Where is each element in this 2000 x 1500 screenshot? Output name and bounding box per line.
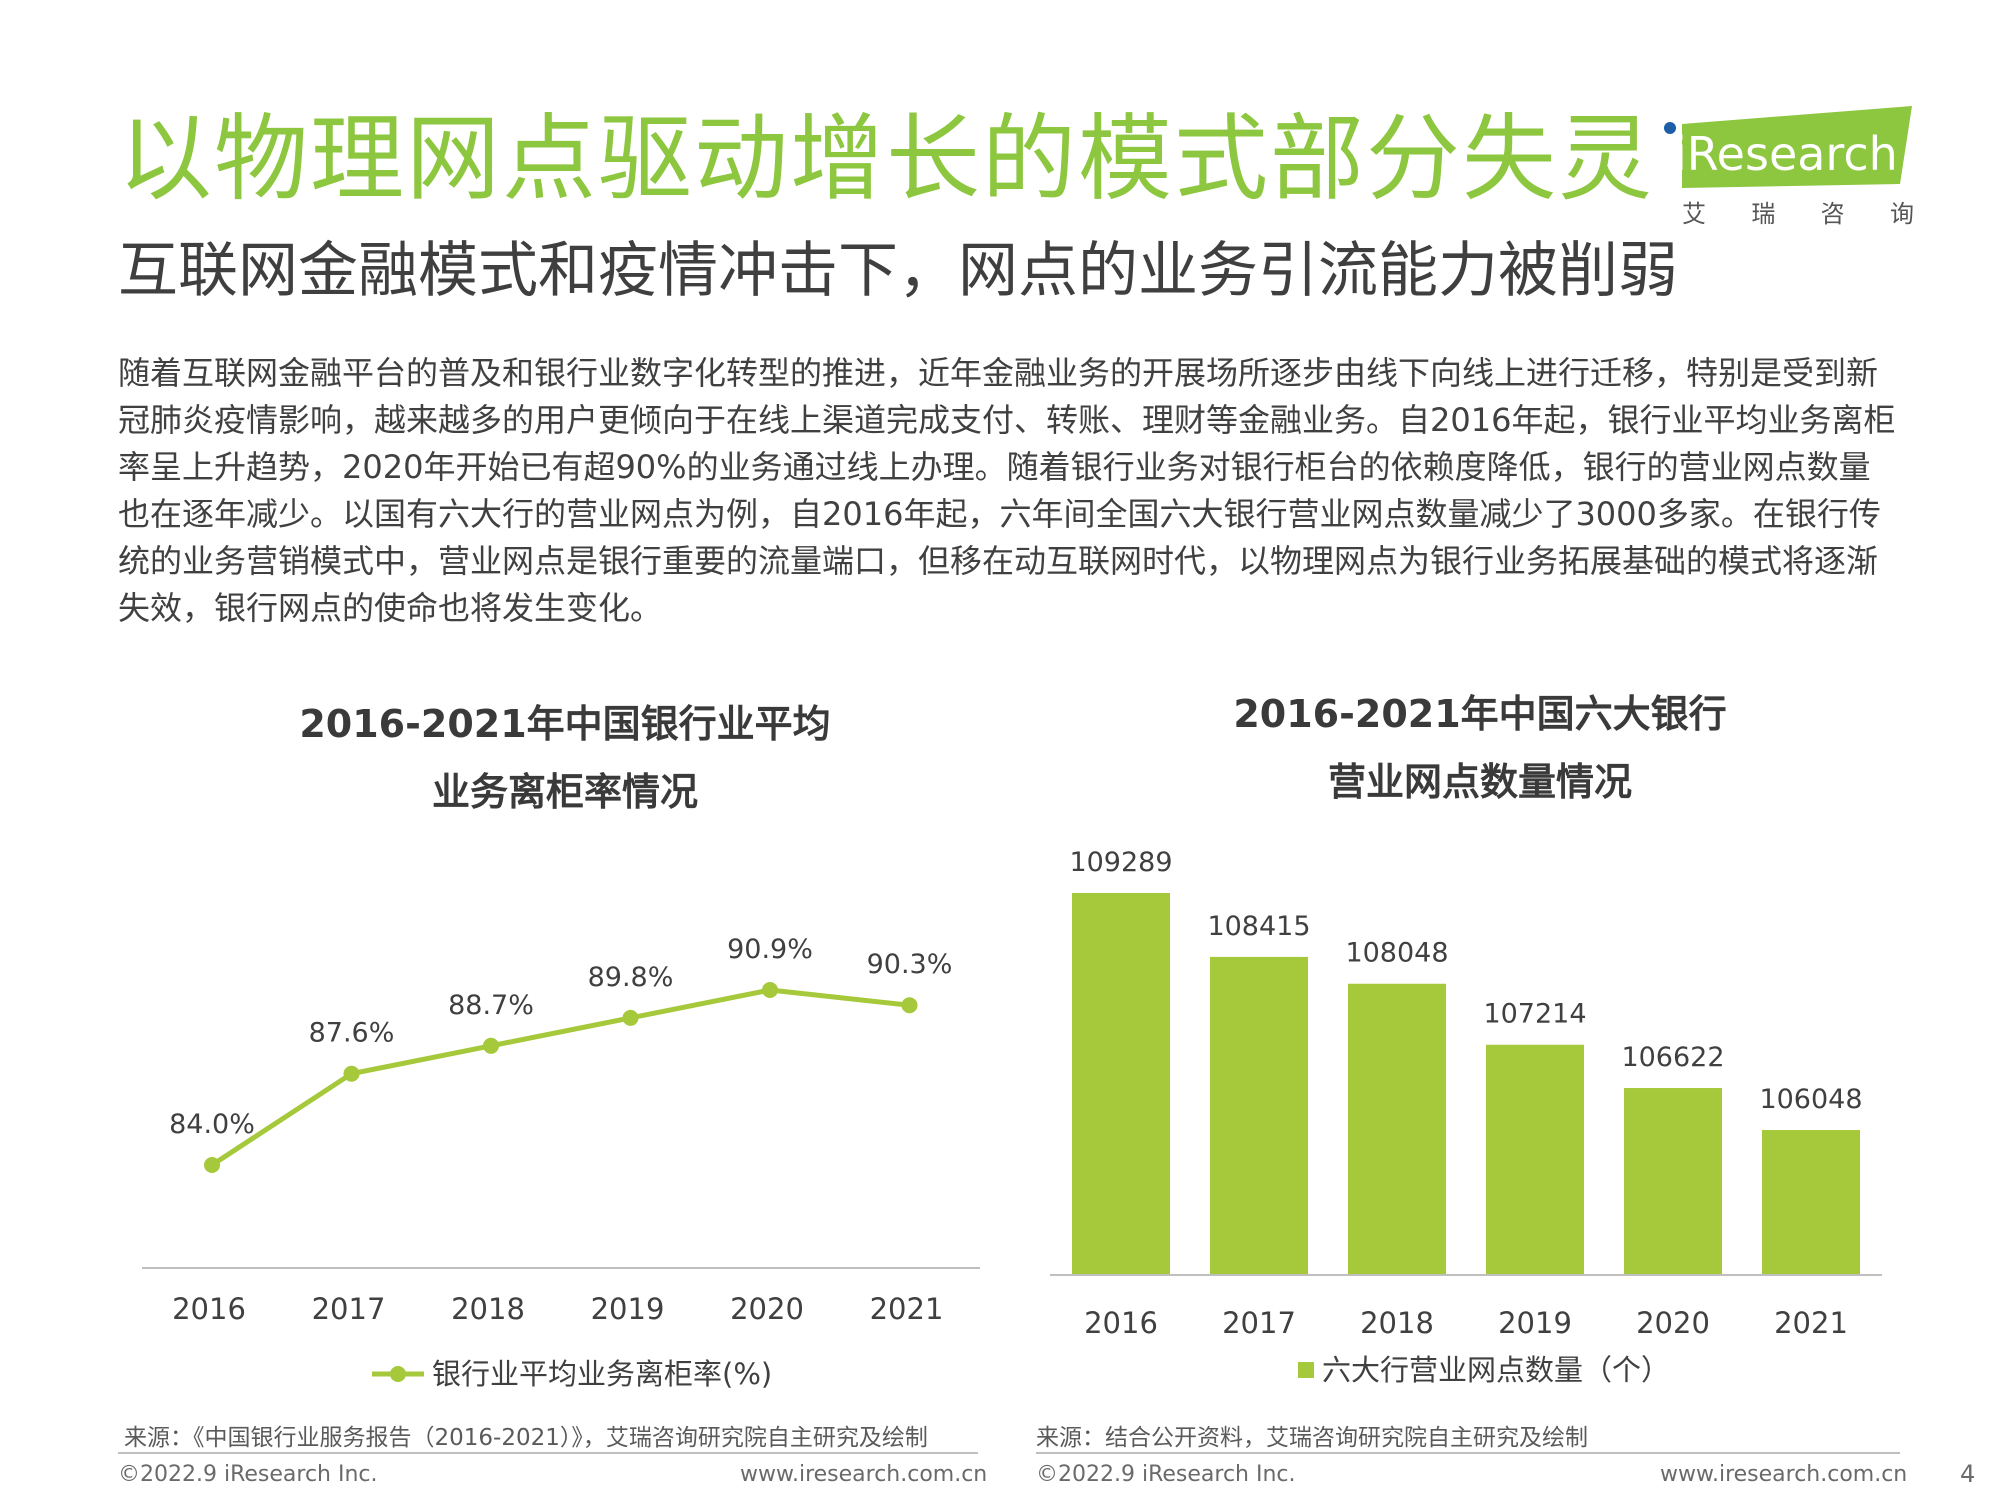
page-number: 4: [1960, 1460, 1976, 1488]
bar-2021: [1762, 1130, 1860, 1275]
source-right: 来源：结合公开资料，艾瑞咨询研究院自主研究及绘制: [1036, 1425, 1588, 1451]
footer-copyright-right: ©2022.9 iResearch Inc.: [1036, 1462, 1296, 1487]
bar-x-tick-2020: 2020: [1636, 1306, 1710, 1340]
logo-brand-text: iResearch: [1674, 127, 1898, 181]
footer-url-right: www.iresearch.com.cn: [1660, 1462, 1908, 1487]
bar-x-tick-2021: 2021: [1774, 1306, 1848, 1340]
bar-chart: 109289 2016 108415 2017 108048 2018 107214 2019…: [1050, 847, 1882, 1387]
bar-data-label-2020: 106622: [1621, 1042, 1724, 1073]
line-data-label-2017: 87.6%: [309, 1018, 395, 1049]
bar-2016: [1072, 893, 1170, 1275]
line-chart-title-line2: 业务离柜率情况: [431, 770, 698, 814]
bar-data-label-2017: 108415: [1207, 911, 1310, 942]
bar-x-tick-2017: 2017: [1222, 1306, 1296, 1340]
bar-legend-swatch: [1298, 1362, 1314, 1378]
bar-2018: [1348, 983, 1446, 1275]
line-data-label-2019: 89.8%: [588, 962, 674, 993]
line-data-label-2018: 88.7%: [448, 990, 534, 1021]
bar-2019: [1486, 1044, 1584, 1275]
footer-url-left: www.iresearch.com.cn: [740, 1462, 988, 1487]
bar-chart-title: 2016-2021年中国六大银行 营业网点数量情况: [1130, 680, 1830, 816]
line-chart-title: 2016-2021年中国银行业平均 业务离柜率情况: [200, 690, 930, 826]
bar-2020: [1624, 1088, 1722, 1275]
line-x-tick-2019: 2019: [591, 1292, 665, 1326]
iresearch-logo: iResearch 艾 瑞 咨 询: [1660, 104, 1920, 230]
source-left: 来源：《中国银行业服务报告（2016-2021）》，艾瑞咨询研究院自主研究及绘制: [124, 1425, 928, 1451]
line-point-2021: [901, 997, 918, 1014]
line-point-2016: [204, 1157, 220, 1173]
bar-data-label-2019: 107214: [1483, 999, 1586, 1030]
line-legend-label: 银行业平均业务离柜率(%): [432, 1357, 772, 1391]
line-x-tick-2020: 2020: [730, 1292, 804, 1326]
bar-chart-title-line1: 2016-2021年中国六大银行: [1233, 692, 1727, 736]
logo-mark: iResearch 艾 瑞 咨 询: [1664, 106, 1914, 228]
bar-data-label-2021: 106048: [1759, 1084, 1862, 1115]
line-data-label-2021: 90.3%: [867, 949, 953, 980]
line-data-label-2016: 84.0%: [169, 1109, 255, 1140]
line-series-path: [210, 987, 910, 1168]
bar-data-label-2016: 109289: [1069, 847, 1172, 878]
body-paragraph: 随着互联网金融平台的普及和银行业数字化转型的推进，近年金融业务的开展场所逐步由线…: [118, 354, 1896, 627]
bar-data-label-2018: 108048: [1345, 938, 1448, 969]
line-point-2019: [622, 1009, 639, 1026]
line-x-tick-2017: 2017: [312, 1292, 386, 1326]
footer-divider-left: [118, 1452, 978, 1454]
line-data-label-2020: 90.9%: [727, 934, 813, 965]
line-x-tick-2018: 2018: [451, 1292, 525, 1326]
line-x-tick-2021: 2021: [870, 1292, 944, 1326]
bar-2017: [1210, 956, 1308, 1275]
footer-copyright-left: ©2022.9 iResearch Inc.: [118, 1462, 378, 1487]
page-title: 以物理网点驱动增长的模式部分失灵: [118, 105, 1655, 214]
line-point-2017: [343, 1065, 360, 1082]
line-chart-title-line1: 2016-2021年中国银行业平均: [299, 702, 831, 746]
bar-legend-label: 六大行营业网点数量（个）: [1322, 1353, 1670, 1387]
bar-x-tick-2019: 2019: [1498, 1306, 1572, 1340]
page-subtitle: 互联网金融模式和疫情冲击下，网点的业务引流能力被削弱: [118, 236, 1678, 306]
line-point-2020: [762, 982, 778, 998]
bar-x-tick-2016: 2016: [1084, 1306, 1158, 1340]
bar-x-tick-2018: 2018: [1360, 1306, 1434, 1340]
line-legend-swatch-dot: [390, 1366, 406, 1382]
line-x-tick-2016: 2016: [172, 1292, 246, 1326]
line-point-2018: [483, 1037, 499, 1054]
bar-chart-title-line2: 营业网点数量情况: [1327, 760, 1632, 804]
footer-divider-right: [1036, 1452, 1900, 1454]
line-chart: 84.0% 2016 87.6% 2017 88.7% 2018 89.8% 2019 90.9…: [142, 934, 980, 1391]
